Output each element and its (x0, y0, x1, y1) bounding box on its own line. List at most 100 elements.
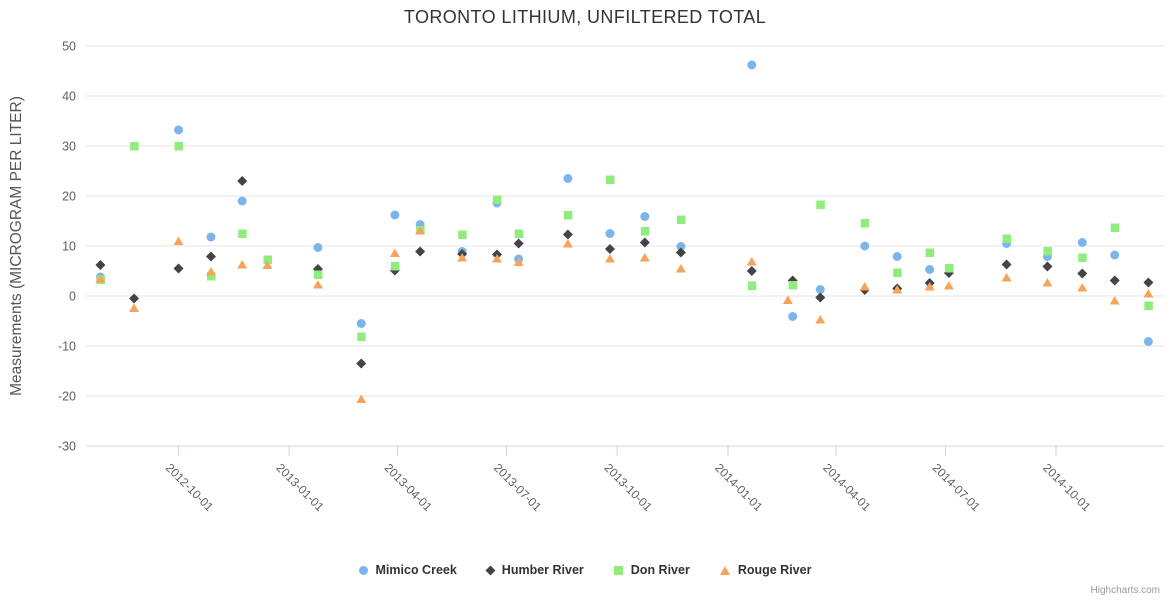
point-don-river[interactable] (514, 229, 524, 239)
point-humber-river[interactable] (415, 246, 426, 257)
point-don-river[interactable] (925, 248, 935, 258)
point-rouge-river[interactable] (1042, 278, 1053, 287)
point-mimico-creek[interactable] (815, 285, 825, 294)
point-don-river[interactable] (1043, 247, 1052, 256)
point-rouge-river[interactable] (237, 260, 248, 269)
point-don-river[interactable] (1002, 234, 1012, 244)
y-tick-label: 10 (62, 240, 76, 254)
point-don-river[interactable] (860, 219, 870, 228)
point-mimico-creek[interactable] (925, 265, 935, 274)
legend-item-rouge-river[interactable]: Rouge River (719, 563, 811, 577)
point-rouge-river[interactable] (262, 260, 273, 270)
point-rouge-river[interactable] (513, 257, 524, 267)
highcharts-credit-link[interactable]: Highcharts.com (1090, 585, 1160, 596)
point-rouge-river[interactable] (562, 239, 573, 248)
point-rouge-river[interactable] (1001, 273, 1012, 282)
point-rouge-river[interactable] (782, 295, 793, 305)
point-rouge-river[interactable] (492, 254, 503, 263)
point-humber-river[interactable] (95, 260, 106, 270)
point-humber-river[interactable] (675, 247, 686, 258)
point-don-river[interactable] (390, 262, 400, 271)
point-rouge-river[interactable] (312, 280, 323, 289)
point-mimico-creek[interactable] (892, 252, 902, 261)
point-rouge-river[interactable] (675, 264, 686, 273)
point-mimico-creek[interactable] (605, 229, 615, 238)
point-don-river[interactable] (357, 332, 366, 342)
point-humber-river[interactable] (746, 266, 757, 276)
point-don-river[interactable] (1078, 253, 1087, 263)
point-mimico-creek[interactable] (356, 319, 366, 328)
point-don-river[interactable] (493, 195, 502, 205)
point-humber-river[interactable] (604, 244, 615, 254)
point-don-river[interactable] (788, 281, 798, 290)
point-rouge-river[interactable] (1109, 296, 1120, 305)
point-don-river[interactable] (563, 211, 573, 220)
point-mimico-creek[interactable] (237, 196, 247, 206)
point-rouge-river[interactable] (173, 236, 184, 246)
point-humber-river[interactable] (562, 229, 573, 240)
point-rouge-river[interactable] (205, 267, 216, 276)
point-don-river[interactable] (174, 142, 184, 151)
legend-item-don-river[interactable]: Don River (613, 563, 690, 577)
point-mimico-creek[interactable] (747, 60, 757, 70)
point-don-river[interactable] (605, 175, 615, 185)
point-mimico-creek[interactable] (1143, 337, 1153, 346)
point-rouge-river[interactable] (859, 282, 870, 291)
point-don-river[interactable] (238, 229, 247, 239)
point-don-river[interactable] (206, 272, 216, 281)
point-humber-river[interactable] (237, 176, 248, 186)
point-mimico-creek[interactable] (788, 312, 798, 321)
point-humber-river[interactable] (129, 293, 140, 304)
point-mimico-creek[interactable] (390, 210, 400, 220)
point-rouge-river[interactable] (746, 257, 757, 266)
point-don-river[interactable] (747, 281, 757, 291)
point-don-river[interactable] (313, 270, 323, 280)
point-humber-river[interactable] (1109, 275, 1120, 286)
point-humber-river[interactable] (173, 263, 184, 274)
point-rouge-river[interactable] (1077, 283, 1088, 292)
point-rouge-river[interactable] (892, 285, 903, 294)
point-rouge-river[interactable] (1143, 289, 1154, 298)
point-mimico-creek[interactable] (174, 125, 184, 135)
point-mimico-creek[interactable] (206, 232, 216, 242)
point-humber-river[interactable] (815, 292, 826, 303)
point-don-river[interactable] (816, 200, 825, 210)
point-mimico-creek[interactable] (1110, 250, 1120, 260)
point-rouge-river[interactable] (639, 253, 650, 262)
point-mimico-creek[interactable] (860, 241, 870, 251)
point-don-river[interactable] (676, 215, 686, 225)
legend-item-humber-river[interactable]: Humber River (485, 563, 584, 577)
point-humber-river[interactable] (1143, 277, 1154, 288)
point-mimico-creek[interactable] (1077, 238, 1087, 247)
point-humber-river[interactable] (639, 237, 650, 248)
point-don-river[interactable] (458, 230, 467, 240)
point-rouge-river[interactable] (815, 315, 826, 324)
point-don-river[interactable] (263, 255, 272, 265)
point-humber-river[interactable] (1077, 268, 1088, 279)
point-humber-river[interactable] (1042, 261, 1053, 272)
point-rouge-river[interactable] (943, 281, 954, 290)
legend-item-mimico-creek[interactable]: Mimico Creek (358, 563, 457, 577)
point-rouge-river[interactable] (356, 394, 367, 404)
point-don-river[interactable] (1110, 223, 1120, 233)
point-rouge-river[interactable] (389, 248, 400, 258)
point-humber-river[interactable] (1001, 259, 1012, 270)
point-humber-river[interactable] (205, 251, 216, 262)
point-mimico-creek[interactable] (640, 212, 650, 221)
point-don-river[interactable] (130, 142, 139, 151)
point-don-river[interactable] (640, 227, 650, 236)
point-rouge-river[interactable] (924, 282, 935, 291)
point-don-river[interactable] (893, 268, 902, 278)
point-humber-river[interactable] (356, 358, 367, 369)
point-humber-river[interactable] (513, 238, 524, 249)
point-mimico-creek[interactable] (563, 174, 573, 183)
point-rouge-river[interactable] (457, 253, 468, 262)
point-rouge-river[interactable] (604, 254, 615, 263)
point-rouge-river[interactable] (129, 303, 140, 313)
point-rouge-river[interactable] (415, 226, 426, 235)
point-mimico-creek[interactable] (313, 243, 323, 252)
point-don-river[interactable] (1144, 301, 1153, 311)
point-rouge-river[interactable] (95, 274, 106, 283)
point-don-river[interactable] (944, 264, 954, 273)
point-mimico-creek[interactable] (676, 242, 686, 251)
